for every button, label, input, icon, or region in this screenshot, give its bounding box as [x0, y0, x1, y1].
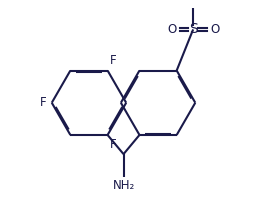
Text: NH₂: NH₂ — [112, 178, 135, 192]
Text: F: F — [40, 96, 47, 109]
Text: F: F — [110, 138, 116, 151]
Text: O: O — [210, 23, 219, 36]
Text: O: O — [167, 23, 176, 36]
Text: F: F — [110, 54, 116, 67]
Text: S: S — [189, 22, 198, 36]
